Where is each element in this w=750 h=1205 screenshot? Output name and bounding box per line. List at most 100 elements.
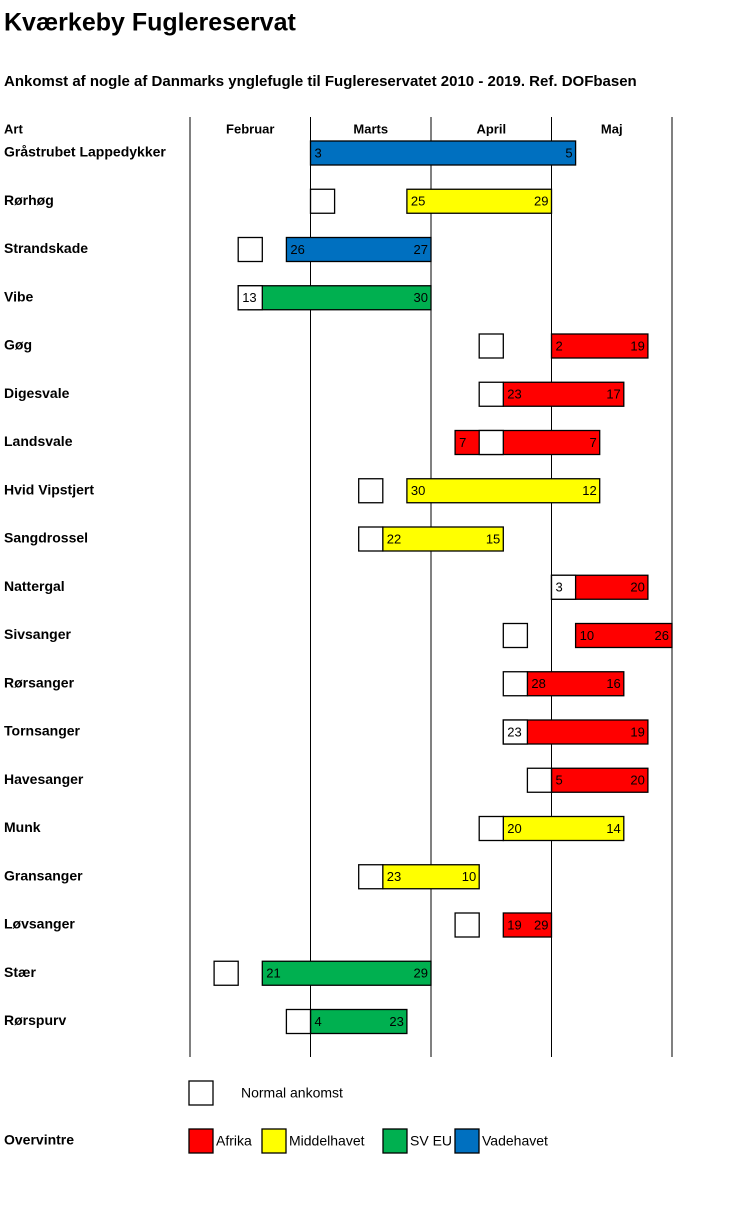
species-label: Tornsanger	[4, 723, 81, 739]
end-day-label: 23	[389, 1014, 403, 1029]
legend-title: Overvintre	[4, 1132, 74, 1148]
species-label: Gøg	[4, 337, 32, 353]
end-day-label: 14	[606, 821, 620, 836]
normal-arrival-box	[478, 381, 504, 407]
arrival-bar	[502, 381, 625, 407]
arrival-bar	[550, 767, 649, 793]
start-day-label: 10	[580, 628, 594, 643]
end-day-label: 29	[534, 194, 548, 209]
legend-swatch	[382, 1128, 408, 1154]
end-day-label: 5	[565, 145, 572, 160]
arrival-bar	[406, 478, 601, 504]
species-label: Hvid Vipstjert	[4, 481, 94, 497]
end-day-label: 19	[630, 338, 644, 353]
start-day-label: 3	[556, 580, 563, 595]
legend-label: SV EU	[410, 1133, 452, 1149]
normal-arrival-box	[213, 960, 239, 986]
start-day-label: 22	[387, 531, 401, 546]
legend-swatch	[261, 1128, 287, 1154]
end-day-label: 16	[606, 676, 620, 691]
start-day-label: 7	[459, 435, 466, 450]
end-day-label: 12	[582, 483, 596, 498]
normal-arrival-box	[502, 719, 529, 745]
start-day-label: 21	[266, 966, 280, 981]
arrival-bar	[237, 285, 432, 311]
normal-arrival-box	[502, 622, 529, 649]
legend-swatch	[454, 1128, 480, 1154]
start-day-label: 23	[387, 869, 401, 884]
start-day-label: 20	[507, 821, 521, 836]
end-day-label: 26	[655, 628, 669, 643]
arrival-bar	[406, 188, 553, 214]
normal-arrival-box	[526, 767, 553, 793]
end-day-label: 20	[630, 580, 644, 595]
end-day-label: 19	[630, 724, 644, 739]
legend-label: Afrika	[216, 1133, 252, 1149]
end-day-label: 27	[414, 242, 428, 257]
end-day-label: 7	[589, 435, 596, 450]
arrival-bar	[550, 333, 649, 359]
species-label: Løvsanger	[4, 916, 75, 932]
species-label: Rørhøg	[4, 192, 54, 208]
start-day-label: 2	[556, 338, 563, 353]
species-label: Digesvale	[4, 385, 70, 401]
arrival-bar	[382, 526, 504, 552]
start-day-label: 13	[242, 290, 256, 305]
end-day-label: 29	[414, 966, 428, 981]
start-day-label: 23	[507, 387, 521, 402]
month-label: Februar	[226, 121, 274, 136]
end-day-label: 10	[462, 869, 476, 884]
end-day-label: 20	[630, 773, 644, 788]
normal-legend-label: Normal ankomst	[241, 1085, 343, 1101]
normal-arrival-box	[502, 671, 529, 697]
normal-arrival-box	[478, 815, 504, 842]
arrival-bar	[502, 912, 553, 938]
species-label: Landsvale	[4, 433, 73, 449]
chart-title: Kværkeby Fuglereservat	[4, 9, 296, 37]
species-label: Havesanger	[4, 771, 84, 787]
normal-arrival-box	[358, 478, 384, 504]
arrival-bar	[454, 429, 601, 456]
end-day-label: 15	[486, 531, 500, 546]
normal-arrival-box	[237, 236, 263, 263]
legend-swatch	[188, 1128, 214, 1154]
month-label: Marts	[353, 121, 388, 136]
species-label: Rørsanger	[4, 674, 75, 690]
species-label: Stær	[4, 964, 36, 980]
normal-arrival-box	[550, 574, 577, 600]
arrival-bar	[502, 815, 625, 842]
end-day-label: 30	[414, 290, 428, 305]
arrival-bar	[574, 622, 673, 649]
start-day-label: 26	[290, 242, 304, 257]
normal-arrival-box	[478, 333, 504, 359]
normal-arrival-box	[358, 864, 384, 890]
species-label: Gråstrubet Lappedykker	[4, 144, 166, 160]
start-day-label: 19	[507, 917, 521, 932]
start-day-label: 5	[556, 773, 563, 788]
month-label: April	[476, 121, 506, 136]
legend-label: Vadehavet	[482, 1133, 548, 1149]
normal-arrival-box	[358, 526, 384, 552]
row-header: Art	[4, 121, 23, 136]
legend-label: Middelhavet	[289, 1133, 365, 1149]
start-day-label: 30	[411, 483, 425, 498]
chart-subtitle: Ankomst af nogle af Danmarks ynglefugle …	[4, 73, 637, 90]
species-label: Nattergal	[4, 578, 65, 594]
arrival-bar	[309, 140, 577, 166]
arrival-bar	[526, 671, 625, 697]
arrival-bar	[261, 960, 432, 986]
normal-legend-box	[188, 1080, 214, 1106]
normal-arrival-box	[285, 1008, 312, 1035]
end-day-label: 29	[534, 917, 548, 932]
arrival-bar	[285, 236, 432, 263]
species-label: Sivsanger	[4, 626, 71, 642]
start-day-label: 4	[315, 1014, 322, 1029]
end-day-label: 17	[606, 387, 620, 402]
normal-arrival-box	[454, 912, 480, 938]
normal-arrival-box	[309, 188, 336, 214]
species-label: Vibe	[4, 288, 34, 304]
start-day-label: 25	[411, 194, 425, 209]
start-day-label: 28	[531, 676, 545, 691]
start-day-label: 3	[315, 145, 322, 160]
